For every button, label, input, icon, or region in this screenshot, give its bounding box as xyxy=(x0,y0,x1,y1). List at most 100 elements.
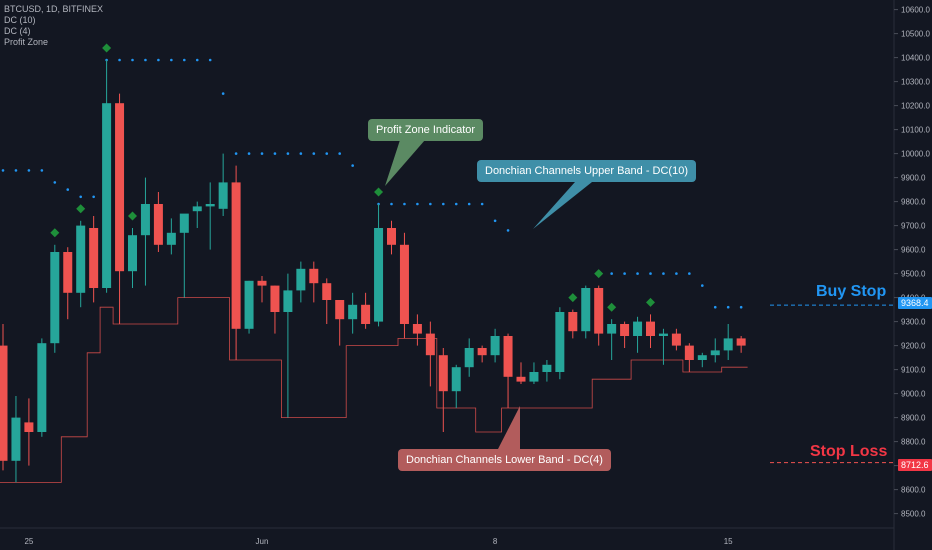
candle-body[interactable] xyxy=(529,372,539,382)
price-tick-label: 9200.0 xyxy=(901,342,926,351)
price-tick-label: 9000.0 xyxy=(901,390,926,399)
candle-body[interactable] xyxy=(283,290,293,312)
candle-body[interactable] xyxy=(309,268,319,284)
legend-profit-zone[interactable]: Profit Zone xyxy=(4,37,49,47)
candle-body[interactable] xyxy=(477,348,487,356)
upper-band-dc10-dot xyxy=(636,272,639,275)
candle-body[interactable] xyxy=(594,288,604,334)
candle-body[interactable] xyxy=(335,300,345,320)
candle-body[interactable] xyxy=(736,338,746,346)
candle-body[interactable] xyxy=(270,285,280,312)
candle-body[interactable] xyxy=(115,103,125,272)
candle-body[interactable] xyxy=(710,350,720,356)
candle-body[interactable] xyxy=(361,304,371,324)
candle-body[interactable] xyxy=(555,312,565,372)
candle-body[interactable] xyxy=(296,268,306,291)
profit-zone-marker xyxy=(646,297,655,307)
candle-body[interactable] xyxy=(63,252,73,293)
upper-band-dc10-dot xyxy=(183,58,186,62)
candle-body[interactable] xyxy=(503,336,513,377)
candle-body[interactable] xyxy=(153,204,163,245)
candle-body[interactable] xyxy=(412,324,422,334)
upper-band-dc10-dot xyxy=(79,195,82,199)
candle-body[interactable] xyxy=(399,244,409,324)
upper-band-dc10-dot xyxy=(299,152,303,155)
upper-band-dc10-dot xyxy=(649,272,652,275)
indicator-legend: BTCUSD, 1D, BITFINEX DC (10) DC (4) Prof… xyxy=(4,4,103,48)
annotation-profit-zone[interactable]: Profit Zone Indicator xyxy=(368,119,484,141)
upper-band-dc10-dot xyxy=(442,202,445,206)
candle-body[interactable] xyxy=(218,182,228,209)
candle-body[interactable] xyxy=(425,333,435,356)
profit-zone-marker xyxy=(128,211,137,221)
candle-body[interactable] xyxy=(658,333,668,336)
price-tick-label: 10500.0 xyxy=(901,30,930,39)
candle-body[interactable] xyxy=(568,312,578,332)
profit-zone-marker xyxy=(102,43,112,53)
candle-body[interactable] xyxy=(231,182,241,329)
candle-body[interactable] xyxy=(179,213,189,233)
candle-body[interactable] xyxy=(205,204,215,207)
upper-band-dc10-dot xyxy=(118,58,121,62)
price-tick-label: 8900.0 xyxy=(901,414,926,423)
candle-body[interactable] xyxy=(11,417,21,461)
candle-body[interactable] xyxy=(76,225,86,293)
candle-body[interactable] xyxy=(140,204,150,236)
candle-body[interactable] xyxy=(166,232,176,245)
candle-body[interactable] xyxy=(607,324,617,334)
candle-body[interactable] xyxy=(464,348,474,368)
candle-body[interactable] xyxy=(244,280,254,329)
time-tick-label: Jun xyxy=(256,537,269,546)
candle-body[interactable] xyxy=(192,206,202,212)
candle-body[interactable] xyxy=(374,228,384,322)
upper-band-dc10-dot xyxy=(273,152,277,155)
candle-body[interactable] xyxy=(0,345,8,461)
candle-body[interactable] xyxy=(490,336,500,356)
upper-band-dc10-dot xyxy=(66,188,70,191)
candle-body[interactable] xyxy=(348,304,358,320)
candle-body[interactable] xyxy=(37,343,47,432)
symbol-label[interactable]: BTCUSD, 1D, BITFINEX xyxy=(4,4,104,14)
upper-band-dc10-dot xyxy=(234,152,238,155)
lower-band-dc4-line xyxy=(0,297,748,483)
upper-band-dc10-dot xyxy=(726,305,730,309)
price-tick-label: 10300.0 xyxy=(901,78,930,87)
upper-band-dc10-dot xyxy=(27,169,31,172)
candle-body[interactable] xyxy=(322,283,332,300)
candle-body[interactable] xyxy=(620,324,630,336)
candle-body[interactable] xyxy=(723,338,733,351)
candle-body[interactable] xyxy=(257,280,267,286)
candle-body[interactable] xyxy=(438,355,448,392)
candle-body[interactable] xyxy=(387,228,396,245)
annotation-upper-band[interactable]: Donchian Channels Upper Band - DC(10) xyxy=(477,160,696,182)
annotation-lower-band[interactable]: Donchian Channels Lower Band - DC(4) xyxy=(398,449,611,471)
profit-zone-marker xyxy=(607,302,617,312)
candle-body[interactable] xyxy=(516,376,526,382)
candle-body[interactable] xyxy=(646,321,655,336)
upper-band-dc10-dot xyxy=(623,272,626,275)
upper-band-dc10-dot xyxy=(247,152,251,155)
legend-dc10[interactable]: DC (10) xyxy=(4,15,36,25)
legend-dc4[interactable]: DC (4) xyxy=(4,26,31,36)
candle-body[interactable] xyxy=(89,228,99,288)
candle-body[interactable] xyxy=(24,422,34,432)
upper-band-dc10-dot xyxy=(338,152,342,155)
price-tick-label: 8600.0 xyxy=(901,486,926,495)
candle-body[interactable] xyxy=(451,367,461,392)
candle-body[interactable] xyxy=(671,333,681,346)
candle-body[interactable] xyxy=(102,103,112,288)
profit-zone-marker xyxy=(568,293,578,303)
candle-body[interactable] xyxy=(697,355,707,360)
candle-body[interactable] xyxy=(633,321,643,336)
candle-body[interactable] xyxy=(50,252,60,344)
upper-band-dc10-dot xyxy=(675,272,678,275)
candle-body[interactable] xyxy=(581,288,591,332)
time-tick-label: 25 xyxy=(24,537,33,546)
candle-body[interactable] xyxy=(542,364,552,372)
upper-band-dc10-dot xyxy=(688,272,691,275)
candle-body[interactable] xyxy=(128,235,137,272)
upper-band-dc10-dot xyxy=(610,272,613,275)
candle-body[interactable] xyxy=(684,345,694,360)
